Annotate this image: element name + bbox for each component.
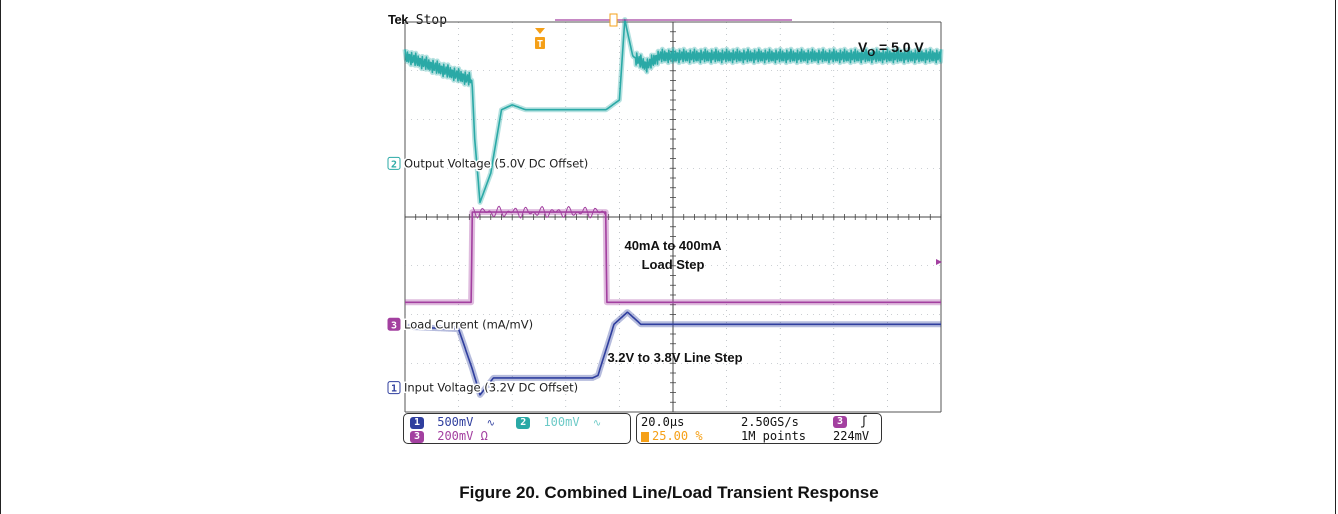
- ch1-level-marker: [387, 381, 401, 395]
- ch1-marker-number: 1: [391, 384, 397, 395]
- record-position-indicator: [555, 13, 792, 27]
- timebase: 20.0µs: [641, 415, 685, 429]
- ch3-level-marker: [387, 317, 401, 331]
- channel-scale-panel: 1 500mV ∿ 2 100mV ∿ 3 200mV Ω: [403, 413, 631, 444]
- trigger-position-icon: T: [535, 28, 545, 50]
- svg-text:T: T: [537, 39, 543, 50]
- scope-header: Tek Stop: [388, 12, 447, 28]
- figure-caption: Figure 20. Combined Line/Load Transient …: [459, 483, 879, 502]
- trace-ch1: [404, 311, 942, 396]
- load-step-annotation-line2: Load Step: [642, 257, 705, 272]
- ch2-scale: 100mV: [543, 415, 580, 429]
- run-state-label: Stop: [415, 13, 448, 28]
- trace-ch3: [404, 211, 942, 304]
- ch3-trace-label: Load Current (mA/mV): [404, 317, 533, 331]
- ch2-badge: 2: [516, 416, 531, 429]
- trigger-pos-icon: [641, 431, 649, 442]
- ch2-marker-number: 2: [391, 159, 397, 170]
- ch1-coupling-icon: ∿: [486, 418, 495, 429]
- sample-rate: 2.50GS/s: [741, 415, 799, 429]
- waveform-traces: [402, 17, 944, 398]
- ch2-level-marker: [387, 156, 401, 170]
- ch3-scale: 200mV Ω: [437, 429, 488, 443]
- vo-annotation: VO = 5.0 V: [858, 39, 924, 59]
- line-step-annotation: 3.2V to 3.8V Line Step: [607, 350, 742, 365]
- channel-markers: 2 Output Voltage (5.0V DC Offset) 3 Load Cu…: [387, 155, 590, 396]
- acquisition-panel: 20.0µs 2.50GS/s 3 ʃ 25.00 % 1M points 22…: [636, 413, 882, 444]
- ch2-coupling-icon: ∿: [592, 418, 602, 429]
- trigger-position: 25.00 %: [652, 429, 703, 443]
- trigger-level-arrow-icon: [936, 259, 942, 265]
- load-step-annotation-line1: 40mA to 400mA: [624, 238, 722, 253]
- ch1-badge: 1: [410, 416, 424, 429]
- ch3-badge: 3: [410, 430, 424, 443]
- trigger-level: 224mV: [833, 429, 870, 443]
- graticule: [404, 21, 942, 413]
- brand-label: Tek: [388, 12, 408, 27]
- ch1-trace-label: Input Voltage (3.2V DC Offset): [404, 381, 578, 395]
- record-length: 1M points: [741, 429, 807, 443]
- trace-ch3-noise: [472, 205, 606, 219]
- ch2-trace-label: Output Voltage (5.0V DC Offset): [404, 156, 588, 170]
- trigger-slope-icon: ʃ: [860, 414, 868, 428]
- ch1-scale: 500mV: [437, 415, 474, 429]
- trigger-source-badge: 3: [833, 415, 847, 428]
- ch3-marker-number: 3: [391, 320, 397, 331]
- trace-ch2: [404, 18, 942, 204]
